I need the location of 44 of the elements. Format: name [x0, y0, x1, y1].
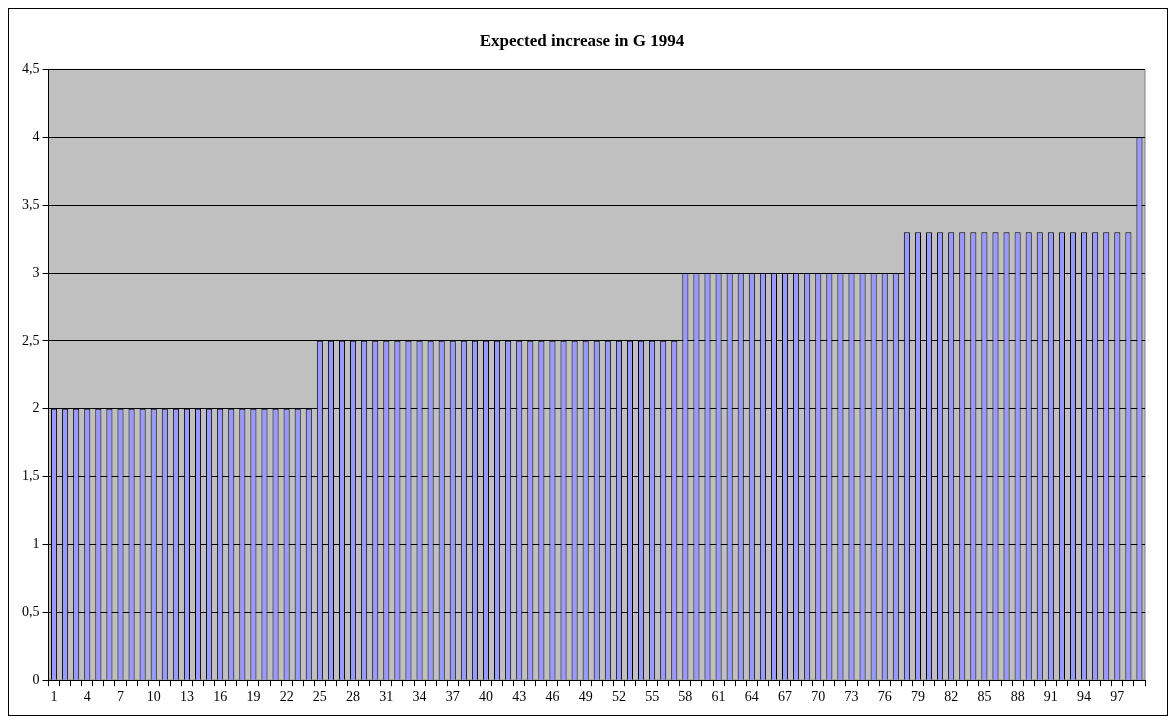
x-tick-label: 43	[512, 689, 527, 705]
x-tick-label: 73	[844, 689, 859, 705]
x-tick-label: 58	[678, 689, 693, 705]
x-tick-label: 82	[944, 689, 959, 705]
x-tick-label: 40	[478, 689, 493, 705]
x-tick-label: 55	[645, 689, 660, 705]
y-tick-label: 0,5	[22, 604, 40, 620]
x-tick-label: 28	[346, 689, 361, 705]
y-tick-label: 3,5	[22, 196, 40, 212]
x-tick-label: 67	[778, 689, 793, 705]
y-tick-label: 1,5	[22, 468, 40, 484]
y-tick-label: 1	[32, 536, 40, 552]
x-tick-label: 79	[910, 689, 925, 705]
x-tick-label: 7	[116, 689, 124, 705]
x-tick-label: 97	[1110, 689, 1125, 705]
x-tick-label: 64	[744, 689, 759, 705]
x-tick-label: 19	[246, 689, 261, 705]
y-tick-label: 4	[32, 128, 40, 144]
x-tick-label: 52	[611, 689, 626, 705]
x-tick-label: 34	[412, 689, 427, 705]
x-tick-label: 13	[179, 689, 194, 705]
x-tick-label: 4	[83, 689, 91, 705]
chart-title: Expected increase in G 1994	[479, 30, 685, 50]
y-tick-label: 4,5	[22, 61, 40, 77]
x-tick-label: 37	[445, 689, 460, 705]
y-tick-label: 0	[32, 671, 40, 687]
x-tick-label: 61	[711, 689, 726, 705]
x-tick-label: 31	[379, 689, 394, 705]
x-tick-label: 49	[578, 689, 593, 705]
x-tick-label: 25	[312, 689, 327, 705]
x-tick-label: 76	[877, 689, 892, 705]
y-tick-label: 3	[32, 264, 40, 280]
x-tick-label: 94	[1077, 689, 1092, 705]
x-tick-label: 85	[977, 689, 992, 705]
x-tick-label: 16	[213, 689, 228, 705]
x-tick-label: 91	[1043, 689, 1058, 705]
x-tick-label: 46	[545, 689, 560, 705]
x-tick-label: 70	[811, 689, 826, 705]
x-tick-label: 88	[1010, 689, 1025, 705]
y-tick-label: 2,5	[22, 332, 40, 348]
x-tick-label: 22	[279, 689, 294, 705]
y-tick-label: 2	[32, 400, 40, 416]
x-tick-label: 10	[146, 689, 161, 705]
x-tick-label: 1	[50, 689, 58, 705]
